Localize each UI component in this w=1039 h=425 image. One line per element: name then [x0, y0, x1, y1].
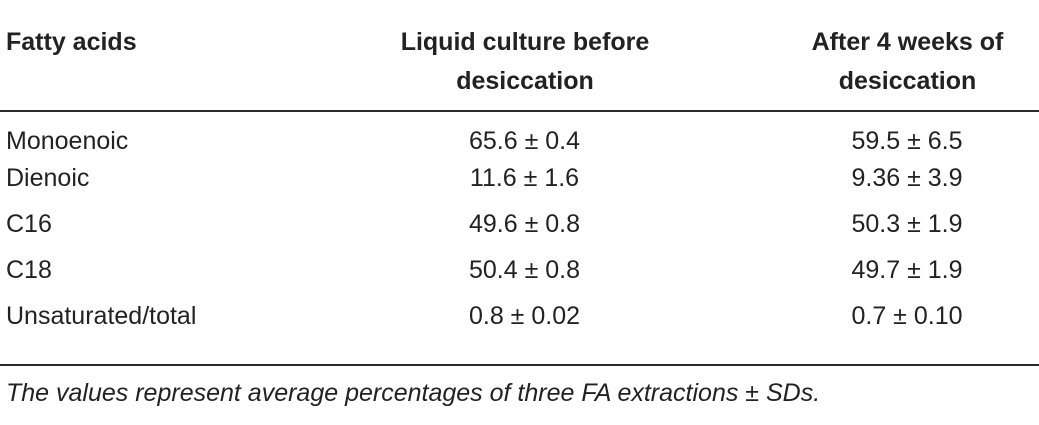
table-row: C16 49.6 ± 0.8 50.3 ± 1.9 — [0, 201, 1039, 247]
row-after-value: 49.7 ± 1.9 — [851, 256, 963, 284]
row-before-value: 0.8 ± 0.02 — [468, 302, 581, 330]
table-row: C18 50.4 ± 0.8 49.7 ± 1.9 — [0, 247, 1039, 293]
row-before-value: 65.6 ± 0.4 — [468, 127, 581, 155]
header-liquid-culture-line1: Liquid culture before — [400, 28, 650, 56]
row-name: C18 — [6, 256, 52, 284]
header-after-desiccation-line1: After 4 weeks of — [811, 28, 1004, 56]
row-after-value: 9.36 ± 3.9 — [851, 164, 963, 192]
table-row: Monoenoic 65.6 ± 0.4 59.5 ± 6.5 — [0, 108, 1039, 155]
table-footnote: The values represent average percentages… — [6, 379, 821, 407]
header-row: Fatty acids Liquid culture before desicc… — [0, 0, 1039, 108]
row-after-value: 0.7 ± 0.10 — [851, 302, 963, 330]
row-name: C16 — [6, 210, 52, 238]
table-body: Monoenoic 65.6 ± 0.4 59.5 ± 6.5 Dienoic … — [0, 108, 1039, 339]
header-after-desiccation: After 4 weeks of desiccation — [680, 0, 1039, 108]
row-before-value: 49.6 ± 0.8 — [468, 210, 581, 238]
table-bottom-divider — [0, 364, 1039, 366]
table-row: Dienoic 11.6 ± 1.6 9.36 ± 3.9 — [0, 155, 1039, 201]
row-after-value: 50.3 ± 1.9 — [851, 210, 963, 238]
header-after-desiccation-line2: desiccation — [838, 67, 977, 95]
row-name: Monoenoic — [6, 127, 129, 155]
fatty-acid-table-container: Fatty acids Liquid culture before desicc… — [0, 0, 1039, 339]
row-before-value: 11.6 ± 1.6 — [469, 164, 580, 192]
row-name: Dienoic — [6, 164, 90, 192]
row-name: Unsaturated/total — [6, 302, 197, 330]
fatty-acid-table: Fatty acids Liquid culture before desicc… — [0, 0, 1039, 339]
table-header: Fatty acids Liquid culture before desicc… — [0, 0, 1039, 108]
header-liquid-culture: Liquid culture before desiccation — [280, 0, 680, 108]
header-fatty-acids-text: Fatty acids — [6, 28, 137, 56]
header-fatty-acids: Fatty acids — [0, 0, 280, 108]
header-divider — [0, 110, 1039, 112]
row-after-value: 59.5 ± 6.5 — [851, 127, 963, 155]
header-liquid-culture-line2: desiccation — [456, 67, 594, 95]
table-row: Unsaturated/total 0.8 ± 0.02 0.7 ± 0.10 — [0, 293, 1039, 339]
row-before-value: 50.4 ± 0.8 — [468, 256, 581, 284]
